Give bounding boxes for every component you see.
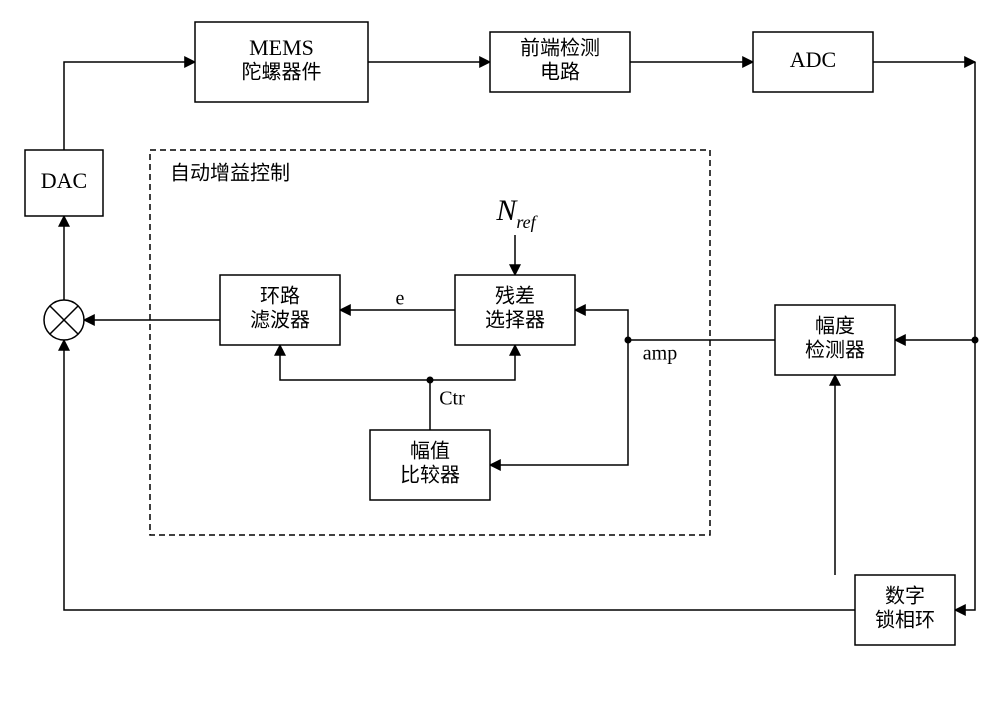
mems-label-1: MEMS xyxy=(249,35,314,60)
ctr-label: Ctr xyxy=(439,388,465,410)
dpll-label-1: 数字 xyxy=(885,585,925,608)
wire-ctr-to-loopfilt xyxy=(280,345,430,380)
wire-adc-to-ampdet xyxy=(895,62,975,340)
ampcmp-label-1: 幅值 xyxy=(410,440,450,463)
diagram-canvas: 自动增益控制 MEMS陀螺器件 前端检测电路 ADC DAC 环路滤波器 残差选择器幅值比较… xyxy=(0,0,1000,701)
ampdet-label-2: 检测器 xyxy=(805,339,865,362)
ampdet-label-1: 幅度 xyxy=(815,315,855,338)
dpll-label-2: 锁相环 xyxy=(875,609,935,632)
frontend-label-1: 前端检测 xyxy=(520,37,600,60)
wire-adc-to-dpll xyxy=(955,340,975,610)
loopfilt-label-1: 环路 xyxy=(260,285,300,308)
loopfilt-label-2: 滤波器 xyxy=(250,309,310,332)
mems-label-2: 陀螺器件 xyxy=(242,61,322,84)
wire-ctr-to-residual xyxy=(430,345,515,380)
wire-ampdet-to-ampcmp xyxy=(490,340,628,465)
ampcmp-label-2: 比较器 xyxy=(400,464,460,487)
amp-label: amp xyxy=(643,343,677,365)
residual-label-1: 残差 xyxy=(495,285,535,308)
adc-label: ADC xyxy=(790,47,836,72)
frontend-label-2: 电路 xyxy=(540,61,580,84)
e-label: e xyxy=(396,288,405,310)
residual-label-2: 选择器 xyxy=(485,309,545,332)
agc-title: 自动增益控制 xyxy=(170,162,290,185)
nref-label: Nref xyxy=(495,194,538,232)
wire-ampdet-to-residual xyxy=(575,310,775,340)
dac-label: DAC xyxy=(41,168,87,193)
wire-dac-to-mems xyxy=(64,62,195,150)
